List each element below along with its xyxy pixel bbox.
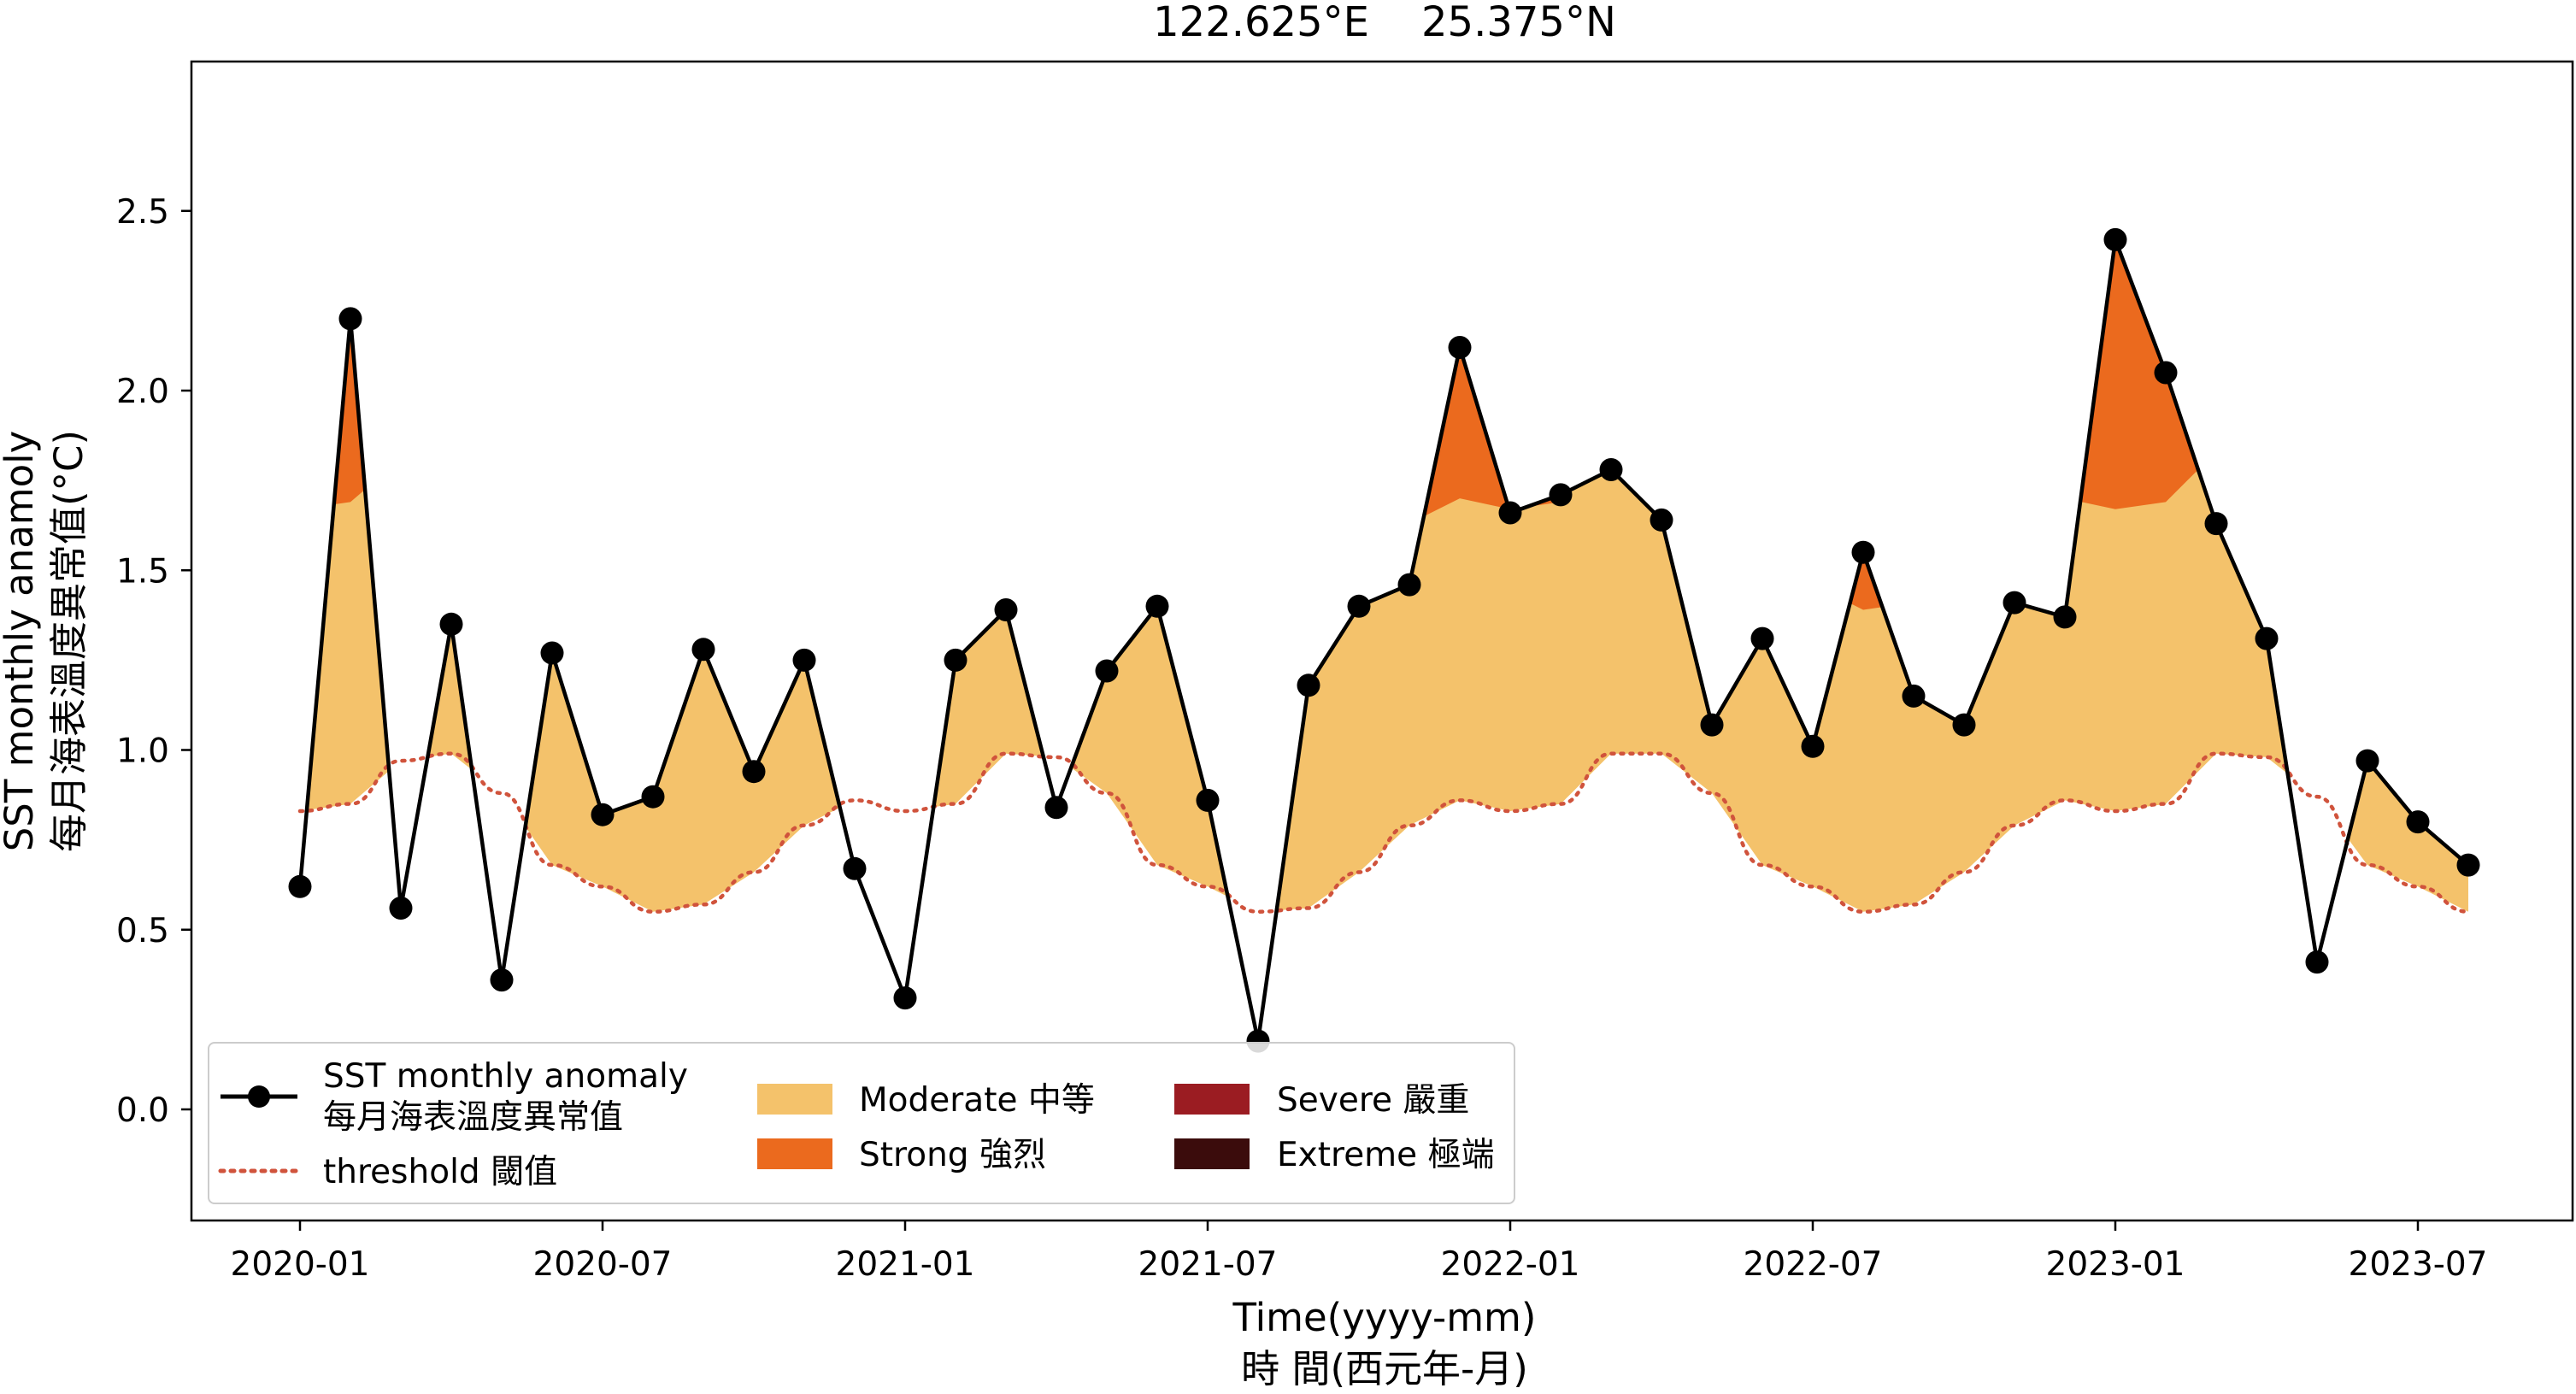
data-point [944,648,967,672]
data-point [1044,796,1068,820]
legend-anomaly-marker [248,1085,270,1108]
legend-moderate-label: Moderate 中等 [859,1081,1095,1120]
y-tick-label: 2.0 [116,373,169,411]
legend-anomaly-label-line2: 每月海表溫度異常值 [323,1098,623,1137]
data-point [591,803,615,826]
y-tick-label: 0.5 [116,912,169,950]
data-point [893,986,917,1010]
plot-frame [190,60,2574,1222]
legend-severe-label: Severe 嚴重 [1277,1081,1469,1120]
data-point [2456,853,2480,877]
legend-strong-label: Strong 強烈 [859,1136,1046,1174]
data-point [439,612,463,636]
data-point [843,856,867,880]
data-point [1599,458,1623,481]
legend-severe-swatch [1174,1084,1250,1115]
data-point [2355,749,2379,773]
threshold-series [297,751,2471,914]
data-point [691,638,715,662]
data-point [2305,950,2329,974]
data-point [2103,227,2127,251]
chart-title: 122.625°E 25.375°N [1153,0,1616,46]
data-point [1851,540,1875,564]
y-tick-label: 1.0 [116,732,169,771]
legend-threshold-label: threshold 閾值 [323,1153,557,1191]
data-point [2204,512,2228,536]
anomaly-line [297,238,2470,1044]
moderate-fill [525,649,840,912]
y-tick-label: 1.5 [116,552,169,591]
strong-fill [2080,239,2198,509]
x-tick-label: 2021-07 [1138,1245,1278,1284]
anomaly-markers [288,227,2480,1053]
data-point [1347,594,1371,618]
data-point [2053,605,2077,629]
legend-extreme-label: Extreme 極端 [1277,1136,1495,1174]
severity-fills [306,239,2468,912]
data-point [1801,734,1825,758]
data-point [540,641,564,665]
moderate-fill [1276,239,2288,912]
data-point [1952,713,1976,737]
data-point [792,648,816,672]
data-point [1448,336,1472,359]
x-axis: 2020-01 2020-07 2021-01 2021-07 2022-01 2022-… [231,1220,2488,1284]
moderate-fill [2348,761,2468,912]
data-point [389,897,413,920]
x-axis-title: Time(yyyy-mm) [1232,1295,1537,1340]
strong-fill [1526,487,1575,507]
legend-moderate-swatch [757,1084,832,1115]
legend-strong-swatch [757,1138,832,1169]
x-tick-label: 2021-01 [836,1245,975,1284]
y-tick-label: 0.0 [116,1091,169,1130]
data-point [1397,573,1421,597]
y-axis: 0.0 0.5 1.0 1.5 2.0 2.5 [116,193,191,1130]
x-tick-label: 2020-07 [533,1245,673,1284]
strong-fill [1850,552,1883,610]
moderate-fill [306,318,390,810]
data-point [338,307,362,331]
data-point [2255,626,2279,650]
legend: SST monthly anomaly 每月海表溫度異常值 threshold … [208,1042,1515,1204]
data-point [641,785,665,809]
data-point [2154,361,2178,385]
data-point [1549,483,1573,507]
y-axis-title-line2: 每月海表溫度異常值(°C) [46,430,91,852]
legend-anomaly-label: SST monthly anomaly [323,1057,688,1096]
x-tick-label: 2023-07 [2349,1245,2488,1284]
strong-fill [1424,347,1509,517]
y-tick-label: 2.5 [116,193,169,232]
data-point [1095,659,1119,683]
data-point [1650,508,1673,532]
data-point [742,760,766,784]
legend-extreme-swatch [1174,1138,1250,1169]
strong-fill [333,318,366,505]
data-point [1902,684,1926,708]
data-point [994,598,1018,621]
data-point [288,874,312,898]
x-tick-label: 2022-07 [1744,1245,1883,1284]
data-point [490,968,514,992]
anomaly-series [297,238,2470,1044]
data-point [1196,788,1220,812]
data-point [1498,501,1522,525]
moderate-fill [427,624,473,770]
data-point [1700,713,1724,737]
x-axis-title-line2: 時 間(西元年-月) [1241,1346,1528,1391]
x-tick-label: 2023-01 [2046,1245,2185,1284]
data-point [2003,591,2026,615]
threshold-line [297,751,2471,914]
data-point [1145,594,1169,618]
x-tick-label: 2022-01 [1441,1245,1580,1284]
data-point [1750,626,1774,650]
y-axis-title: SST monthly anamoly [0,431,42,852]
moderate-fill [1071,606,1228,897]
data-point [1297,673,1320,697]
x-tick-label: 2020-01 [231,1245,370,1284]
data-point [2406,810,2430,834]
